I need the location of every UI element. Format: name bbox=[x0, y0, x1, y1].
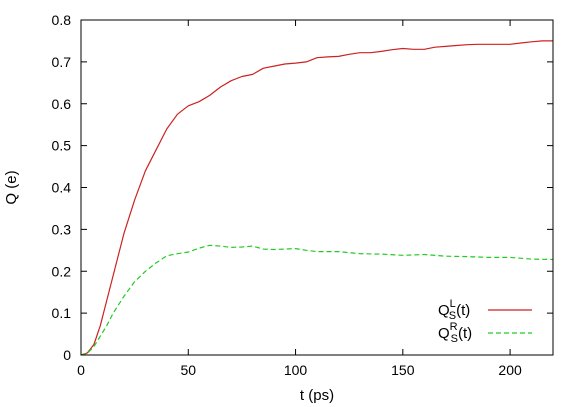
legend-entry: QL S(t) bbox=[438, 298, 532, 322]
plot-series bbox=[80, 40, 554, 356]
y-tick-label: 0.6 bbox=[52, 96, 72, 112]
y-tick-label: 0 bbox=[63, 347, 71, 363]
series-line-R bbox=[80, 244, 554, 356]
y-tick-label: 0.5 bbox=[52, 138, 72, 154]
y-tick-label: 0.1 bbox=[52, 305, 72, 321]
y-tick-label: 0.2 bbox=[52, 263, 72, 279]
legend: QL S(t)QR S(t) bbox=[438, 298, 532, 345]
plot-frame bbox=[80, 19, 554, 356]
legend-label: QR S(t) bbox=[438, 321, 472, 345]
y-axis-label: Q (e) bbox=[3, 170, 20, 204]
series-line-L bbox=[80, 40, 553, 356]
x-tick-label: 200 bbox=[498, 362, 522, 378]
x-tick-label: 150 bbox=[391, 362, 415, 378]
y-tick-label: 0.8 bbox=[52, 12, 72, 28]
y-tick-label: 0.3 bbox=[52, 221, 72, 237]
x-axis-label: t (ps) bbox=[300, 387, 334, 404]
y-tick-label: 0.7 bbox=[52, 54, 72, 70]
x-tick-label: 0 bbox=[77, 362, 85, 378]
x-tick-label: 50 bbox=[180, 362, 196, 378]
y-tick-label: 0.4 bbox=[52, 180, 72, 196]
axis-ticks: 0 50 100 150 200 0 0.1 0.2 0.3 0.4 0.5 0.6 0.7 0.8 bbox=[52, 12, 553, 378]
legend-label: QL S(t) bbox=[438, 298, 470, 322]
x-tick-label: 100 bbox=[284, 362, 308, 378]
legend-entry: QR S(t) bbox=[438, 321, 532, 345]
